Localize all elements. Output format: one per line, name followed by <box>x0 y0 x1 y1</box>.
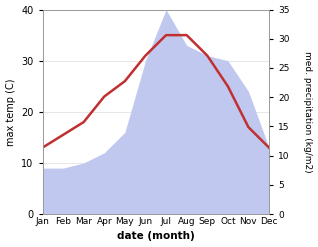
Y-axis label: med. precipitation (kg/m2): med. precipitation (kg/m2) <box>303 51 313 173</box>
Y-axis label: max temp (C): max temp (C) <box>5 78 16 145</box>
X-axis label: date (month): date (month) <box>117 231 195 242</box>
